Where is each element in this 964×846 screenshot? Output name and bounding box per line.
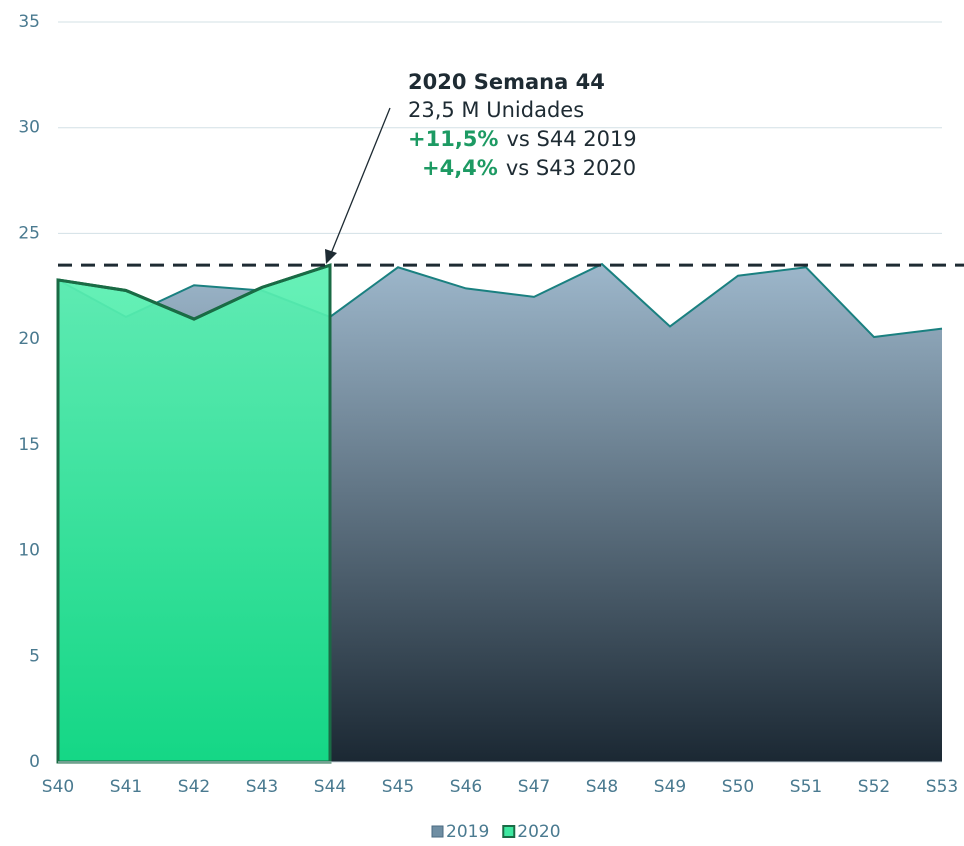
x-tick-label: S45 <box>382 777 414 797</box>
area-line <box>57 263 331 321</box>
x-tick-label: S40 <box>42 777 74 797</box>
x-tick-label: S47 <box>518 777 550 797</box>
legend-label: 2020 <box>517 822 560 842</box>
y-tick-label: 0 <box>29 752 40 772</box>
annotation-strong: +11,5% <box>408 127 498 151</box>
annotation-line: +4,4% vs S43 2020 <box>422 156 636 180</box>
annotation-strong: +4,4% <box>422 156 498 180</box>
x-tick-label: S43 <box>246 777 278 797</box>
x-tick-label: S53 <box>926 777 958 797</box>
annotation-line: +11,5% vs S44 2019 <box>408 127 637 151</box>
y-tick-label: 30 <box>18 118 40 138</box>
legend-label: 2019 <box>446 822 489 842</box>
annotation-text: vs S43 2020 <box>506 156 636 180</box>
x-tick-label: S49 <box>654 777 686 797</box>
legend-swatch <box>431 825 444 838</box>
area-line <box>57 262 943 339</box>
y-tick-label: 35 <box>18 12 40 32</box>
area-fill <box>56 263 332 764</box>
x-tick-label: S51 <box>790 777 822 797</box>
x-tick-label: S42 <box>178 777 210 797</box>
x-tick-label: S46 <box>450 777 482 797</box>
annotation-text: vs S44 2019 <box>506 127 636 151</box>
y-tick-label: 25 <box>18 223 40 243</box>
x-tick-label: S52 <box>858 777 890 797</box>
x-tick-label: S41 <box>110 777 142 797</box>
y-tick-label: 20 <box>18 329 40 349</box>
annotation-arrow <box>329 107 391 257</box>
x-tick-label: S48 <box>586 777 618 797</box>
y-tick-label: 15 <box>18 435 40 455</box>
x-tick-label: S50 <box>722 777 754 797</box>
x-tick-label: S44 <box>314 777 346 797</box>
y-tick-label: 5 <box>29 646 40 666</box>
annotation-arrowhead <box>325 249 337 264</box>
annotation-line: 23,5 M Unidades <box>408 98 584 122</box>
legend-swatch <box>502 825 516 838</box>
annotation: 2020 Semana 44 23,5 M Unidades +11,5% vs … <box>325 70 637 264</box>
annotation-title: 2020 Semana 44 <box>408 70 605 94</box>
y-tick-label: 10 <box>18 541 40 561</box>
